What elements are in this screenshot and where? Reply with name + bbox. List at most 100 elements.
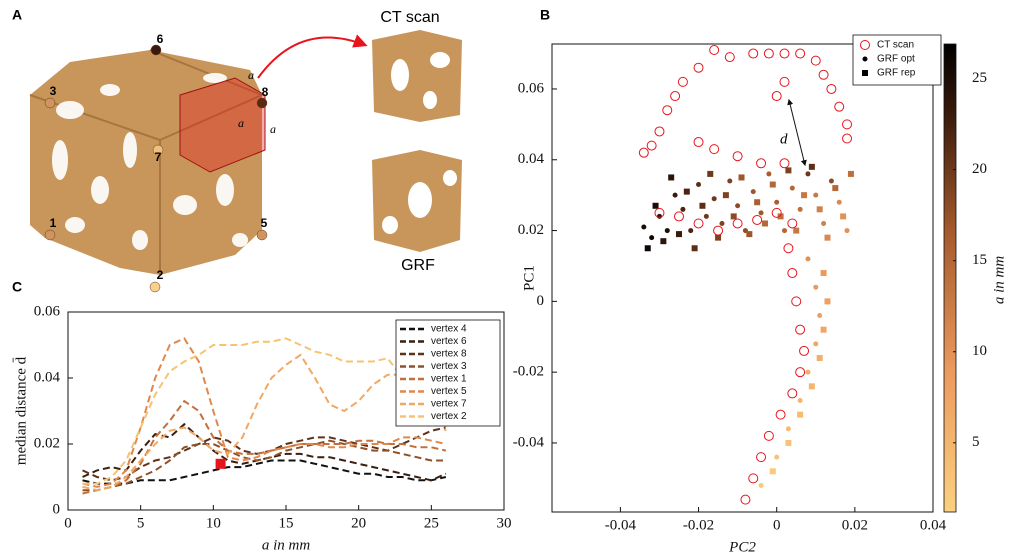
edge-label: a xyxy=(270,122,276,136)
grf-rep-point xyxy=(840,213,847,220)
ct-point xyxy=(791,296,802,307)
grf-opt-point xyxy=(758,482,764,488)
ct-point xyxy=(748,473,759,484)
ct-point xyxy=(795,48,806,59)
grf-opt-point xyxy=(680,206,686,212)
grf-opt-point xyxy=(766,171,772,177)
y-tick-label: 0.06 xyxy=(518,80,545,96)
legend-label: vertex 4 xyxy=(431,324,467,335)
grf-opt-point xyxy=(656,213,662,219)
ct-label: CT scan xyxy=(380,9,439,26)
legend-label: vertex 3 xyxy=(431,361,467,372)
ct-point xyxy=(799,345,810,356)
grf-opt-point xyxy=(805,171,811,177)
ct-point xyxy=(693,218,704,229)
x-tick-label: 0.02 xyxy=(842,517,868,533)
ct-point xyxy=(787,218,798,229)
series-line xyxy=(82,439,446,492)
ct-point xyxy=(674,211,684,222)
grf-opt-point xyxy=(805,256,811,262)
ct-point xyxy=(842,119,853,130)
grf-rep-point xyxy=(683,188,690,195)
ct-point xyxy=(740,494,751,505)
ct-point xyxy=(810,55,821,66)
grf-rep-point xyxy=(652,202,659,209)
ct-point xyxy=(795,324,806,335)
ct-point xyxy=(779,158,790,169)
colorbar-tick-label: 25 xyxy=(972,70,987,86)
panel-label: C xyxy=(12,279,22,295)
grf-rep-point xyxy=(808,163,815,170)
x-tick-label: -0.04 xyxy=(605,517,637,533)
vertex-label: 2 xyxy=(157,268,164,282)
ct-point xyxy=(713,225,724,236)
y-tick-label: 0.02 xyxy=(34,435,60,451)
grf-opt-point xyxy=(719,220,725,226)
ct-point xyxy=(732,218,743,229)
grf-rep-point xyxy=(676,231,682,238)
y-tick-label: 0 xyxy=(537,293,545,309)
vertex-label: 6 xyxy=(157,32,164,46)
y-tick-label: 0.04 xyxy=(518,151,545,167)
legend-label: GRF opt xyxy=(877,54,915,65)
grf-rep-point xyxy=(644,245,651,252)
ct-point xyxy=(834,101,845,112)
legend-swatch xyxy=(860,40,870,50)
x-tick-label: 10 xyxy=(206,515,221,531)
legend-label: vertex 7 xyxy=(431,399,467,410)
ct-point xyxy=(752,214,763,225)
distance-arrow xyxy=(787,98,807,167)
legend-label: CT scan xyxy=(877,40,914,51)
grf-opt-point xyxy=(649,235,655,241)
ct-point xyxy=(693,137,704,148)
grf-opt-point xyxy=(758,210,764,216)
x-tick-label: 25 xyxy=(424,515,439,531)
ct-point xyxy=(771,207,782,218)
grf-opt-point xyxy=(774,454,780,460)
grf-opt-point xyxy=(641,224,647,230)
ct-point xyxy=(787,268,798,279)
grf-opt-point xyxy=(782,228,788,234)
ct-point xyxy=(763,48,774,59)
annotation: d xyxy=(780,131,788,147)
legend-label: vertex 1 xyxy=(431,374,467,385)
grf-rep-point xyxy=(715,234,722,241)
series-line xyxy=(82,459,447,485)
legend-label: vertex 8 xyxy=(431,349,467,360)
grf-opt-point xyxy=(805,369,811,375)
grf-opt-point xyxy=(711,196,717,202)
y-tick-label: -0.04 xyxy=(513,434,545,450)
grf-opt-point xyxy=(785,426,791,432)
y-tick-label: 0.02 xyxy=(518,222,544,238)
ct-point xyxy=(748,48,759,59)
grf-rep-point xyxy=(832,185,839,192)
grf-opt-point xyxy=(672,192,678,198)
vertex-label: 5 xyxy=(261,216,268,230)
ct-point xyxy=(654,126,665,137)
colorbar-tick-label: 5 xyxy=(972,434,980,450)
ct-point xyxy=(795,367,806,378)
ct-point xyxy=(724,52,735,63)
x-tick-label: 15 xyxy=(279,515,294,531)
x-tick-label: 5 xyxy=(137,515,145,531)
series-line xyxy=(82,337,447,488)
grf-opt-point xyxy=(774,199,780,205)
series-line xyxy=(82,422,447,482)
ct-point xyxy=(763,430,774,441)
legend-label: GRF rep xyxy=(877,68,916,79)
ct-point xyxy=(775,409,786,420)
grf-rep-point xyxy=(816,206,823,213)
x-axis-label: a in mm xyxy=(262,537,311,553)
ct-point xyxy=(779,48,790,59)
grf-opt-point xyxy=(727,178,733,184)
grf-rep-point xyxy=(754,199,761,206)
grf-opt-point xyxy=(696,182,702,188)
grf-rep-point xyxy=(785,439,792,446)
grf-label: GRF xyxy=(401,257,435,274)
legend-label: vertex 2 xyxy=(431,411,467,422)
highlight-marker xyxy=(215,458,226,469)
ct-point xyxy=(709,45,720,56)
vertex-label: 8 xyxy=(262,85,269,99)
grf-rep-point xyxy=(801,192,808,199)
panel-label: A xyxy=(12,7,22,23)
